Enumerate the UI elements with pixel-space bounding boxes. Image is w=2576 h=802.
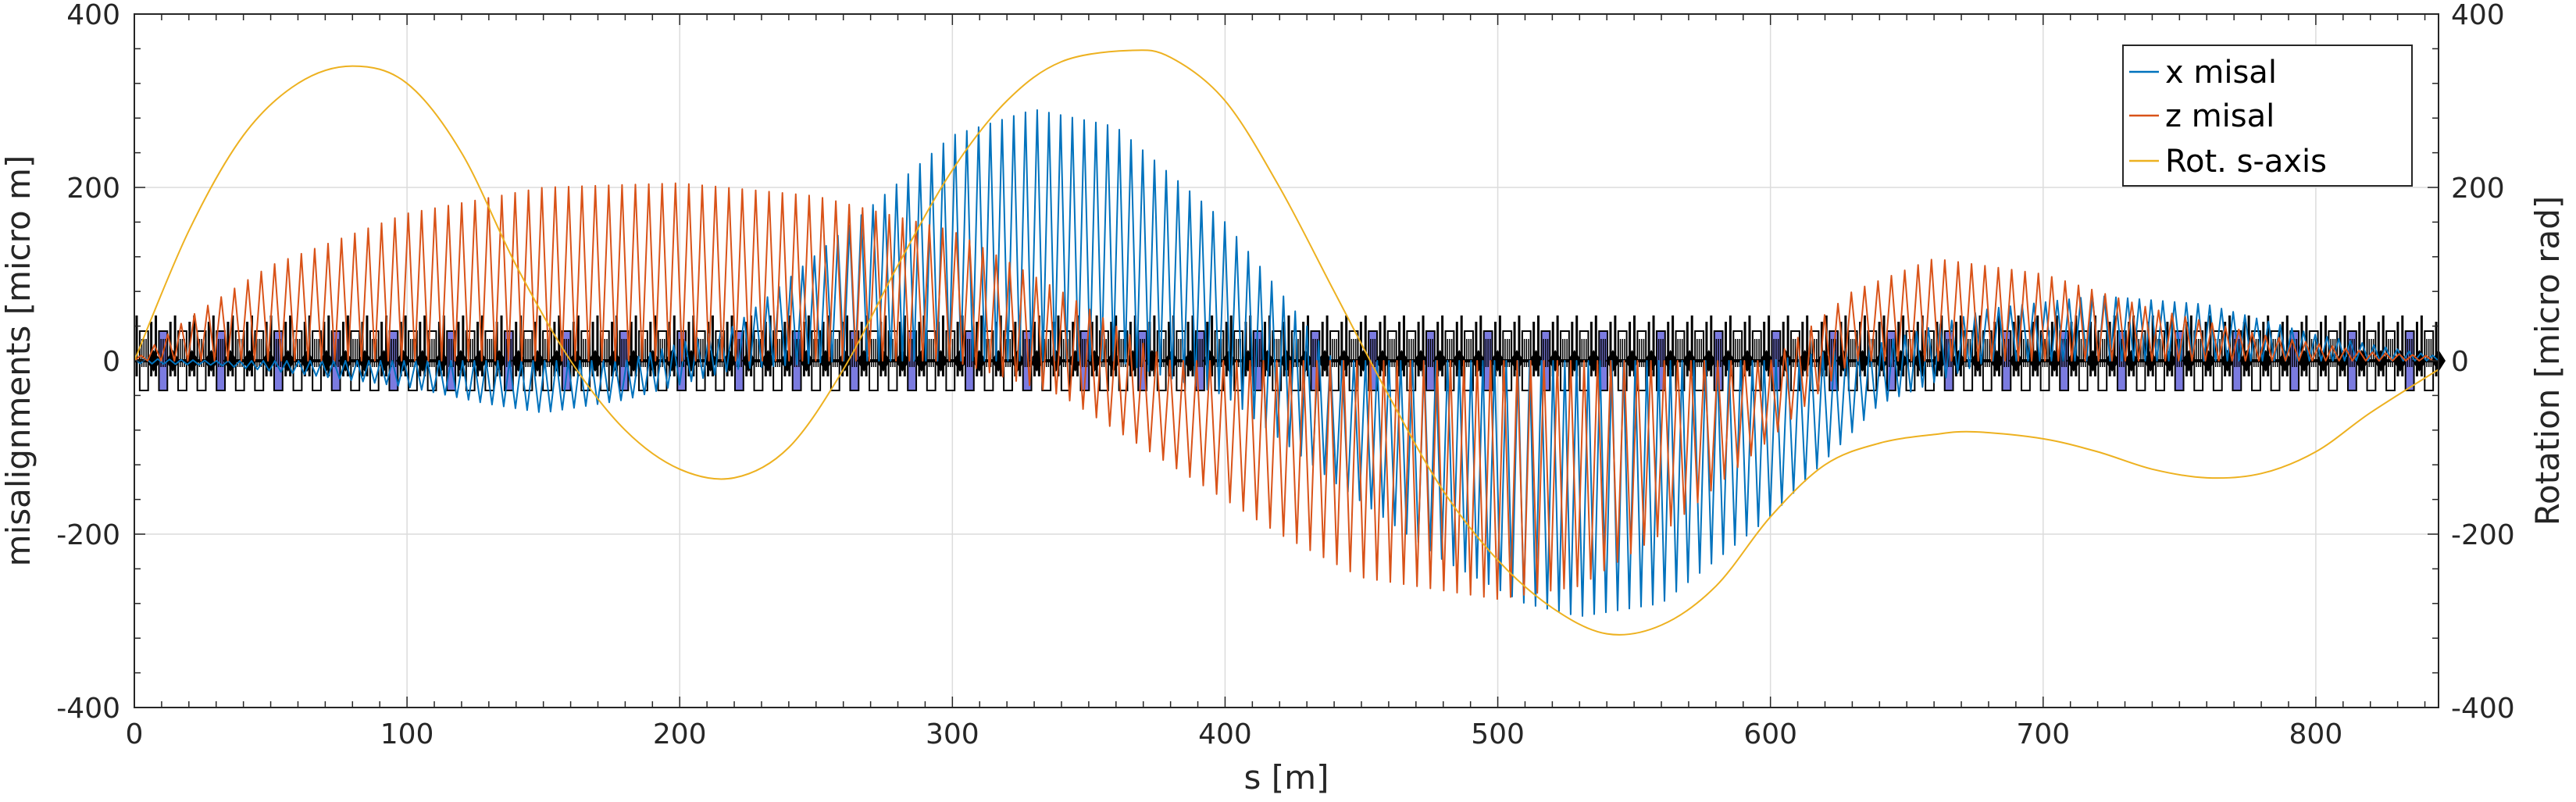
series-line-rot-s-axis (134, 49, 2439, 636)
sextupole-marker (761, 350, 776, 372)
series-lines (134, 49, 2439, 636)
sextupole-marker (2143, 350, 2158, 372)
sextupole-marker (396, 350, 411, 372)
y-axis-label: misalignments [micro m] (0, 155, 37, 567)
sextupole-marker (319, 350, 334, 372)
y2-tick-label: 400 (2451, 0, 2505, 31)
y-tick-label: 0 (102, 346, 120, 378)
legend-label-x-misal: x misal (2165, 55, 2277, 91)
legend-label-rot-s-axis: Rot. s-axis (2165, 144, 2327, 180)
y2-axis-label: Rotation [micro rad] (2528, 196, 2567, 526)
y2-tick-label: -400 (2451, 693, 2515, 725)
lattice-cell (2382, 315, 2407, 391)
y-tick-label: 200 (66, 173, 120, 205)
y-tick-label: 400 (66, 0, 120, 31)
x-tick-label: 200 (653, 718, 707, 750)
sextupole-marker (1605, 350, 1620, 372)
sextupole-marker (2085, 350, 2100, 372)
x-tick-label: 400 (1198, 718, 1252, 750)
sextupole-marker (166, 350, 180, 372)
sextupole-marker (837, 350, 852, 372)
sextupole-marker (799, 350, 814, 372)
legend: x misal z misal Rot. s-axis (2122, 45, 2413, 187)
x-tick-label: 600 (1743, 718, 1797, 750)
series-line-z-misal (134, 182, 2433, 601)
x-tick-label: 700 (2016, 718, 2070, 750)
axis-ticks: 0 100 200 300 400 500 600 700 800 -400 -200 0 200 400… (56, 0, 2514, 750)
lattice-cell (289, 315, 315, 391)
x-tick-label: 800 (2289, 718, 2343, 750)
sextupole-marker (453, 350, 468, 372)
sextupole-marker (1318, 350, 1333, 372)
legend-box (2122, 45, 2413, 187)
lattice-cell (1614, 315, 1639, 391)
sextupole-marker (1394, 350, 1409, 372)
sextupole-marker (1375, 350, 1390, 372)
sextupole-marker (300, 350, 315, 372)
x-tick-label: 300 (926, 718, 979, 750)
y2-tick-label: -200 (2451, 519, 2515, 551)
sextupole-marker (1529, 350, 1543, 372)
lattice-cell (231, 315, 257, 391)
x-axis-label: s [m] (1244, 758, 1329, 797)
y2-tick-label: 200 (2451, 173, 2505, 205)
x-tick-label: 0 (126, 718, 144, 750)
x-tick-label: 500 (1471, 718, 1525, 750)
sextupole-marker (2066, 350, 2081, 372)
lattice-cell (1383, 315, 1409, 391)
sextupole-marker (473, 350, 487, 372)
sextupole-marker (2392, 350, 2407, 372)
sextupole-marker (242, 350, 257, 372)
sextupole-marker (1548, 350, 1563, 372)
y2-tick-label: 0 (2451, 346, 2469, 378)
lattice-cell (1518, 315, 1543, 391)
y-tick-label: -400 (56, 693, 120, 725)
series-line-x-misal (134, 109, 2439, 617)
legend-label-z-misal: z misal (2165, 98, 2275, 134)
x-tick-label: 100 (380, 718, 434, 750)
y-tick-label: -200 (56, 519, 120, 551)
